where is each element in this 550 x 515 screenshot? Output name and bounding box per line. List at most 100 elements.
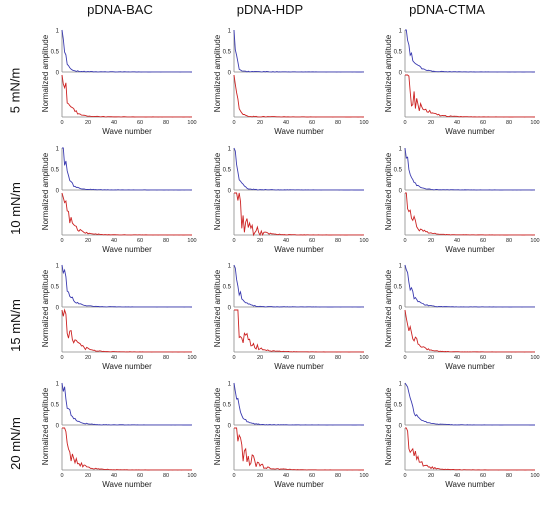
column-header-hdp: pDNA-HDP [236,2,304,17]
panel-r4-c3-xtick-5: 100 [530,473,539,479]
panel-r4-c2-bottom-line [234,427,365,471]
panel-r3-c1-xtick-4: 80 [163,355,169,361]
panel-r1-c3-bottom-line [405,74,536,118]
panel-r2-c3-top-line [404,147,535,191]
panel-r1-c1-xlabel: Wave number [102,127,152,136]
panel-r4-c1-bottom-line [62,427,193,471]
panel-r3-c1-ylabel: Normalized amplitude [41,269,50,347]
panel-r4-c2-ytick-2: 0 [228,424,232,430]
panel-r4-c3-ytick-2: 0 [399,424,403,430]
panel-r3-c3-xtick-4: 80 [506,355,512,361]
panel-r3-c1-xlabel: Wave number [102,362,152,371]
panel-r2-c1-ytick-1: 0.5 [51,168,60,174]
panel-r2-c1-ytick-2: 0 [56,189,60,195]
panel-r1-c2-xtick-4: 80 [335,120,341,126]
panel-r1-c3-top-line [405,29,536,73]
panel-r3-c1-top-line [61,264,192,308]
panel-r1-c1-xtick-5: 100 [187,120,196,126]
panel-r3-c3-ytick-0: 1 [399,264,403,270]
panel-r4-c1-top-line [61,382,193,426]
panel-r3-c2-ylabel: Normalized amplitude [213,269,222,347]
panel-r2-c1-xtick-1: 20 [85,238,91,244]
panel-r3-c3-ytick-1: 0.5 [394,285,403,291]
panel-r1-c2-ytick-2: 0 [228,71,232,77]
panel-r1-c2-ylabel: Normalized amplitude [213,34,222,112]
panel-r4-c2-ytick-0: 1 [228,382,232,388]
panel-r1-c1-xtick-0: 0 [60,120,63,126]
panel-r3-c1-xtick-5: 100 [187,355,196,361]
panel-r4-c3-xtick-0: 0 [403,473,406,479]
panel-r4-c2-xtick-2: 40 [283,473,289,479]
panel-r1-c2-xtick-2: 40 [283,120,289,126]
panel-r4-c3-ylabel: Normalized amplitude [384,387,393,465]
panel-r3-c2-xtick-1: 20 [257,355,263,361]
panel-r1-c3-ytick-0: 1 [399,29,403,35]
panel-r2-c1-ylabel: Normalized amplitude [41,152,50,230]
panel-r2-c3-xlabel: Wave number [445,245,495,254]
panel-r2-c1-xtick-2: 40 [111,238,117,244]
panel-r1-c1-xtick-3: 60 [137,120,143,126]
panel-r3-c2-xtick-2: 40 [283,355,289,361]
panel-r1-c2-ytick-0: 1 [228,29,232,35]
panel-r2-c2-ytick-2: 0 [228,189,232,195]
panel-r1-c3-xtick-5: 100 [530,120,539,126]
panel-r3-c3-xlabel: Wave number [445,362,495,371]
panel-r3-c2-xtick-0: 0 [232,355,235,361]
panel-r2-c3-xtick-2: 40 [454,238,460,244]
panel-r4-c1-ytick-2: 0 [56,424,60,430]
panel-r4-c1-ytick-0: 1 [56,382,60,388]
panel-r1-c1-ytick-1: 0.5 [51,50,60,56]
panel-r1-c2-xtick-1: 20 [257,120,263,126]
panel-r1-c2-xtick-3: 60 [309,120,315,126]
panel-r4-c3-xtick-2: 40 [454,473,460,479]
panel-r2-c3-bottom-line [405,192,536,236]
panel-r2-c1-xlabel: Wave number [102,245,152,254]
panel-r2-c3-ytick-1: 0.5 [394,168,403,174]
panel-r2-c1-ytick-0: 1 [56,147,60,153]
panel-r2-c2-xtick-5: 100 [359,238,368,244]
panel-r3-c3-xtick-5: 100 [530,355,539,361]
panel-r3-c3-bottom-line [404,309,536,353]
panel-r3-c3-ytick-2: 0 [399,306,403,312]
panel-r2-c3-xtick-0: 0 [403,238,406,244]
panel-r2-c2-top-line [233,147,364,191]
panel-r4-c2-xtick-3: 60 [309,473,315,479]
panel-r4-c2-xtick-0: 0 [232,473,235,479]
panel-r1-c1-top-line [61,29,192,73]
panel-r2-c1-top-line [62,147,193,191]
panel-r4-c3-bottom-line [405,427,536,471]
panel-r1-c3-xtick-2: 40 [454,120,460,126]
panel-r1-c2-top-line [233,29,364,73]
panel-r2-c2-ytick-1: 0.5 [223,168,232,174]
panel-r4-c2-ytick-1: 0.5 [223,403,232,409]
panel-r2-c2-ytick-0: 1 [228,147,232,153]
panel-r2-c2-xtick-0: 0 [232,238,235,244]
panel-r1-c3-xlabel: Wave number [445,127,495,136]
panel-r2-c1-xtick-5: 100 [187,238,196,244]
panel-r4-c3-xlabel: Wave number [445,480,495,489]
panel-r4-c1-xtick-4: 80 [163,473,169,479]
panel-r4-c1-xtick-1: 20 [85,473,91,479]
panel-r2-c3-xtick-4: 80 [506,238,512,244]
panel-r3-c1-xtick-0: 0 [60,355,63,361]
panel-r2-c3-ylabel: Normalized amplitude [384,152,393,230]
panel-r4-c1-xtick-0: 0 [60,473,63,479]
panel-r1-c1-xtick-1: 20 [85,120,91,126]
panel-r4-c3-ytick-1: 0.5 [394,403,403,409]
panel-r1-c2-xlabel: Wave number [274,127,324,136]
panel-r4-c1-xtick-2: 40 [111,473,117,479]
panel-r3-c3-top-line [404,264,536,308]
panel-r1-c3-ytick-2: 0 [399,71,403,77]
column-header-ctma: pDNA-CTMA [409,2,485,17]
panel-r2-c1-bottom-line [61,192,193,236]
column-header-bac: pDNA-BAC [87,2,153,17]
panel-r1-c3-xtick-4: 80 [506,120,512,126]
panel-r4-c3-xtick-4: 80 [506,473,512,479]
panel-r1-c2-ytick-1: 0.5 [223,50,232,56]
panel-r2-c2-xtick-3: 60 [309,238,315,244]
panel-r2-c1-xtick-4: 80 [163,238,169,244]
panel-r3-c3-xtick-3: 60 [480,355,486,361]
panel-r3-c2-ytick-2: 0 [228,306,232,312]
panel-r4-c1-xtick-5: 100 [187,473,196,479]
panel-r3-c2-top-line [233,264,365,308]
